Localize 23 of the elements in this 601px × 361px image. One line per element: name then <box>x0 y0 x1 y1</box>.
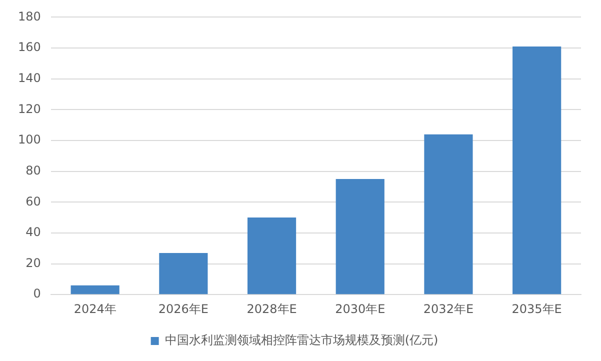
y-tick-label: 0 <box>33 286 41 301</box>
x-tick-label: 2032年E <box>423 302 474 316</box>
y-tick-label: 160 <box>18 40 41 54</box>
bar <box>336 179 384 294</box>
bar <box>159 252 208 294</box>
x-tick-label: 2028年E <box>246 302 297 316</box>
x-tick-label: 2024年 <box>74 302 116 316</box>
y-tick-label: 100 <box>18 132 41 147</box>
bar <box>424 134 473 294</box>
x-tick-label: 2030年E <box>335 302 386 316</box>
y-tick-label: 140 <box>18 70 41 85</box>
x-tick-label: 2026年E <box>158 302 208 316</box>
bar <box>70 285 120 294</box>
y-tick-label: 120 <box>18 102 41 116</box>
x-tick-label: 2035年E <box>512 302 562 316</box>
legend-label: 中国水利监测领域相控阵雷达市场规模及预测(亿元) <box>164 333 438 348</box>
y-tick-label: 40 <box>26 225 41 240</box>
bar <box>512 46 562 294</box>
y-tick-label: 60 <box>26 194 41 208</box>
y-tick-label: 20 <box>26 256 41 270</box>
y-tick-label: 180 <box>18 9 41 24</box>
bar <box>247 218 296 294</box>
y-tick-label: 80 <box>26 163 41 178</box>
